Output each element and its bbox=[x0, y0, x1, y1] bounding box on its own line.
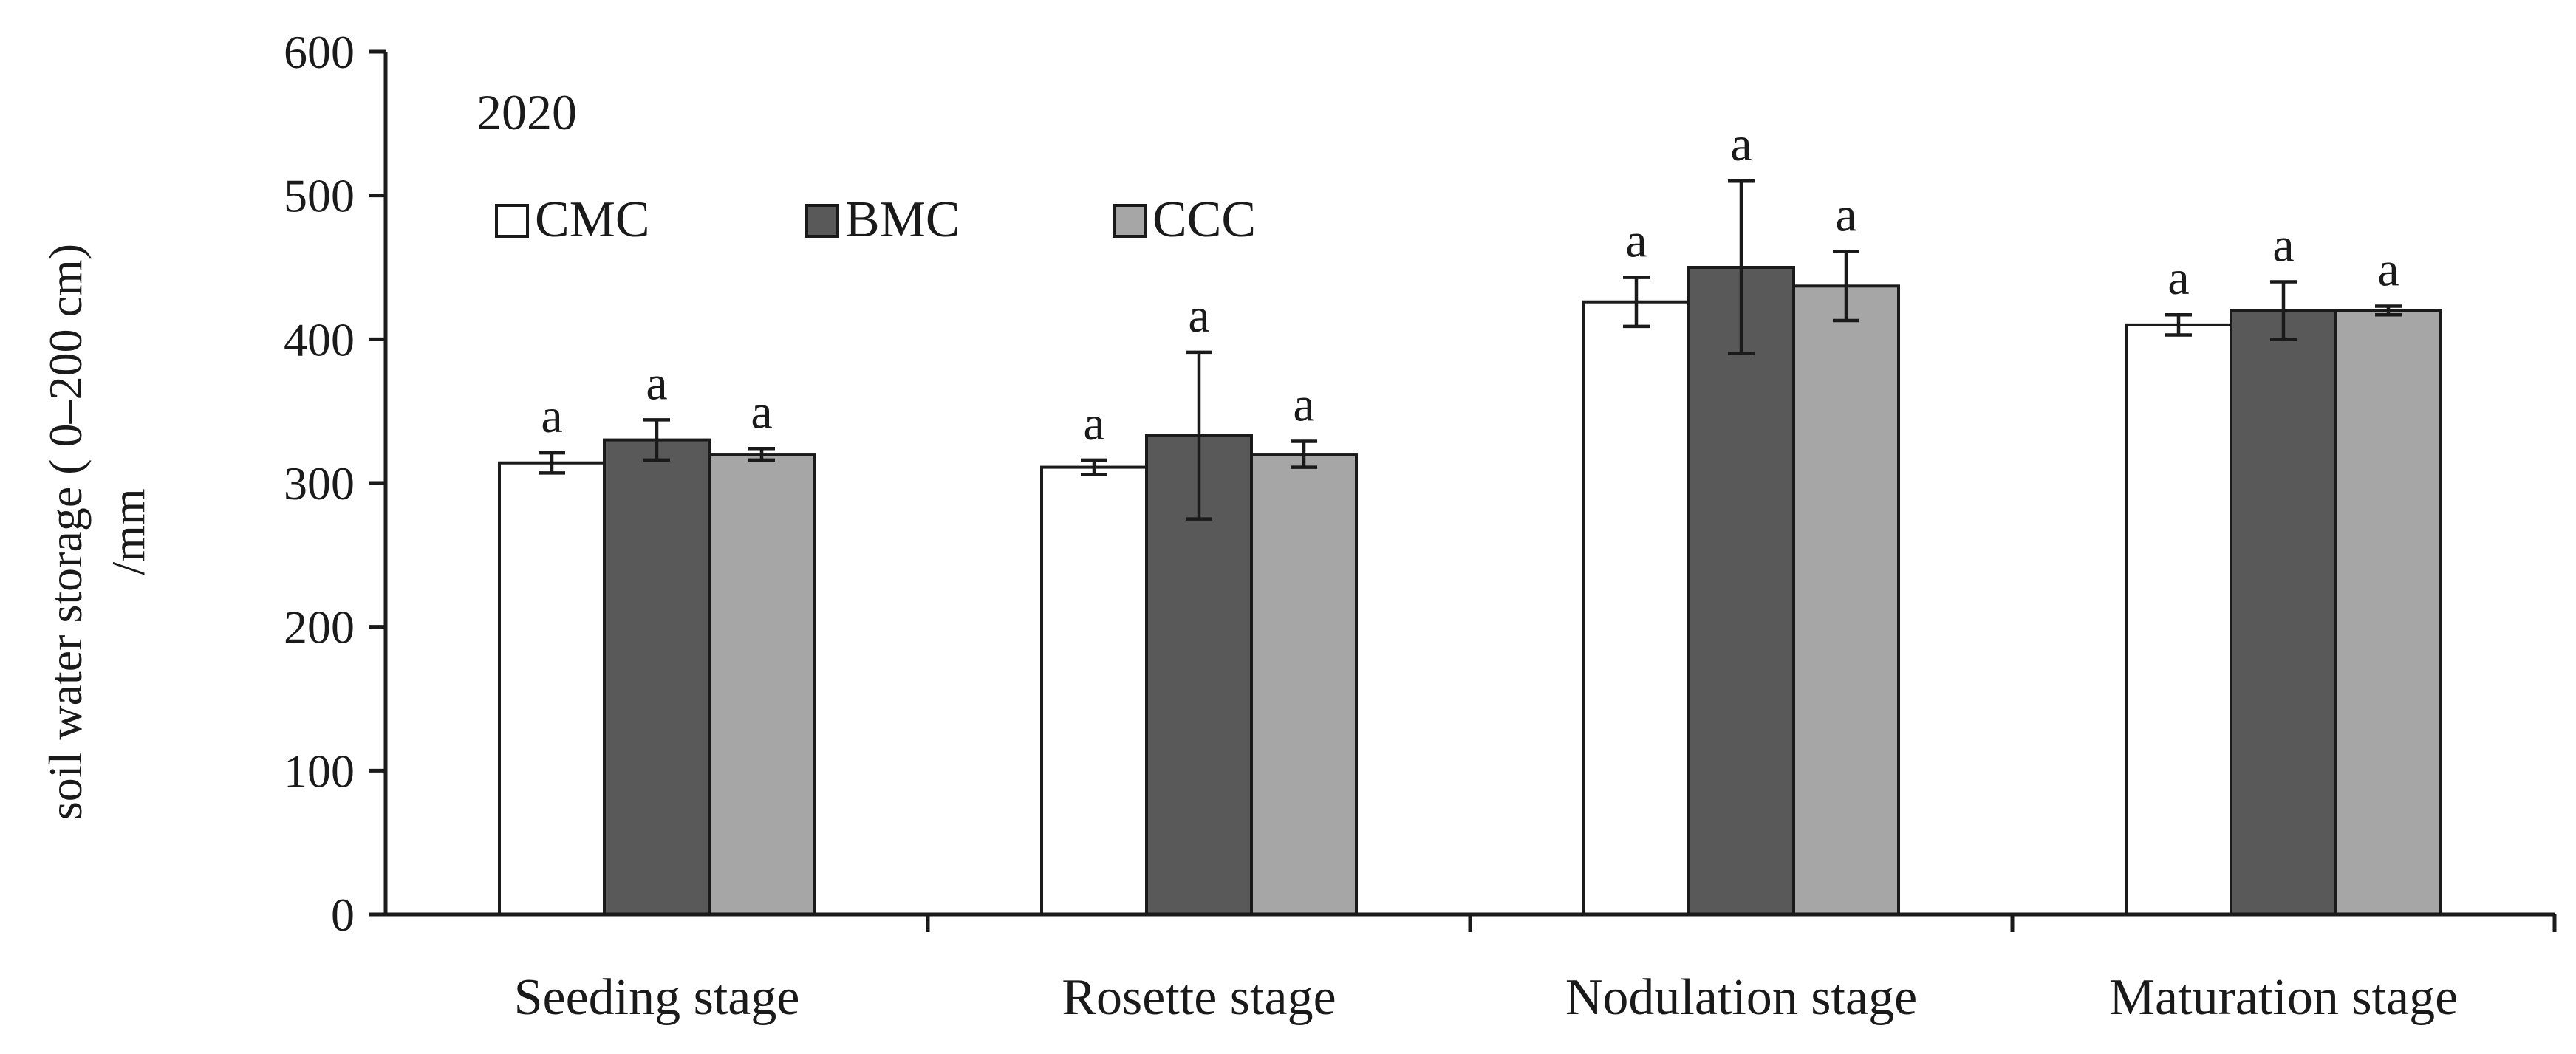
y-axis-ticks: 0 100 200 300 400 500 600 bbox=[284, 26, 386, 941]
x-category-label: Nodulation stage bbox=[1565, 969, 1917, 1026]
bar-ccc bbox=[1250, 453, 1358, 916]
bar-bmc bbox=[603, 438, 711, 916]
significance-letter: a bbox=[646, 356, 667, 410]
x-axis-categories: Seeding stage Rosette stage Nodulation sta… bbox=[514, 914, 2557, 1026]
y-tick-label: 200 bbox=[284, 601, 355, 654]
legend-swatch-bmc bbox=[805, 204, 839, 238]
bar-cmc bbox=[1582, 300, 1690, 917]
y-tick-label: 100 bbox=[284, 745, 355, 797]
x-category-label: Seeding stage bbox=[514, 969, 800, 1026]
bar-ccc bbox=[2334, 309, 2442, 916]
significance-letter: a bbox=[2377, 243, 2399, 297]
significance-letter: a bbox=[541, 389, 562, 443]
bars-group: a a a a a a a a a a a a bbox=[498, 117, 2442, 917]
significance-letter: a bbox=[1188, 289, 1209, 343]
y-tick-label: 400 bbox=[284, 313, 355, 366]
y-tick-label: 0 bbox=[331, 889, 355, 941]
legend-label-bmc: BMC bbox=[845, 191, 960, 248]
significance-letter: a bbox=[751, 385, 772, 439]
year-annotation: 2020 bbox=[476, 84, 577, 140]
significance-letter: a bbox=[1835, 188, 1856, 242]
significance-letter: a bbox=[1625, 214, 1647, 268]
y-tick-label: 300 bbox=[284, 457, 355, 510]
significance-letter: a bbox=[2272, 218, 2294, 272]
significance-letter: a bbox=[2167, 251, 2189, 305]
y-axis-title: soil water storage ( 0–200 cm) /mm bbox=[39, 244, 154, 820]
bar-bmc bbox=[2230, 309, 2337, 916]
bar-cmc bbox=[1040, 465, 1148, 916]
legend-swatch-cmc bbox=[495, 204, 529, 238]
y-axis-title-line1: soil water storage ( 0–200 cm) bbox=[39, 244, 92, 820]
bar-cmc bbox=[2125, 323, 2232, 917]
significance-letter: a bbox=[1730, 117, 1752, 171]
y-axis-title-line2: /mm bbox=[102, 488, 154, 575]
significance-letter: a bbox=[1293, 378, 1314, 432]
bar-ccc bbox=[708, 453, 816, 916]
legend: CMC BMC CCC bbox=[495, 191, 1256, 248]
bar-bmc bbox=[1687, 266, 1795, 916]
y-tick-label: 600 bbox=[284, 26, 355, 78]
x-category-label: Rosette stage bbox=[1062, 969, 1336, 1026]
y-tick-label: 500 bbox=[284, 170, 355, 222]
legend-label-cmc: CMC bbox=[535, 191, 650, 248]
legend-swatch-ccc bbox=[1113, 204, 1147, 238]
bar-cmc bbox=[498, 461, 606, 916]
bar-ccc bbox=[1792, 284, 1900, 917]
x-category-label: Maturation stage bbox=[2109, 969, 2458, 1026]
significance-letter: a bbox=[1083, 397, 1104, 451]
legend-label-ccc: CCC bbox=[1152, 191, 1256, 248]
